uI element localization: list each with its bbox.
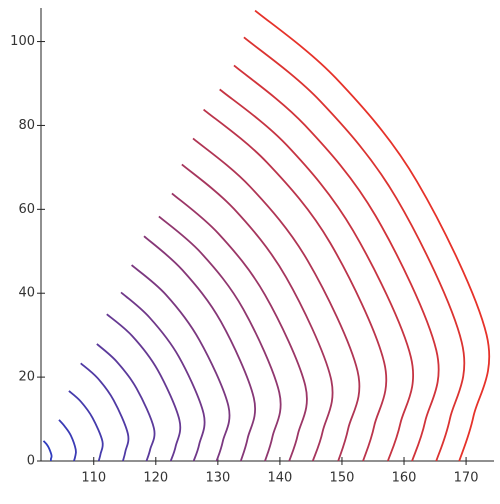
curve xyxy=(181,163,334,462)
x-tick-label: 130 xyxy=(205,471,230,486)
curve xyxy=(120,291,206,462)
y-tick-label: 0 xyxy=(27,454,35,469)
x-tick-label: 140 xyxy=(267,471,292,486)
curve xyxy=(106,313,182,462)
curve xyxy=(233,64,440,462)
curve xyxy=(131,264,231,462)
curve xyxy=(219,88,415,462)
x-tick-label: 160 xyxy=(392,471,417,486)
x-tick-label: 120 xyxy=(143,471,168,486)
curve xyxy=(171,192,308,462)
curve xyxy=(80,362,130,462)
y-tick-label: 60 xyxy=(18,202,35,217)
curve xyxy=(42,440,53,462)
curve xyxy=(143,235,256,462)
curve xyxy=(58,419,77,462)
y-tick-label: 40 xyxy=(18,286,35,301)
y-tick-label: 80 xyxy=(18,118,35,133)
x-tick-label: 150 xyxy=(330,471,355,486)
x-tick-label: 110 xyxy=(81,471,106,486)
curve xyxy=(68,390,104,462)
curve xyxy=(192,137,361,462)
y-tick-label: 100 xyxy=(10,34,35,49)
curve xyxy=(96,343,156,462)
y-tick-label: 20 xyxy=(18,370,35,385)
curve xyxy=(243,36,466,462)
curve xyxy=(203,108,388,462)
curve xyxy=(254,9,491,462)
x-tick-label: 170 xyxy=(454,471,479,486)
curve xyxy=(158,215,282,462)
